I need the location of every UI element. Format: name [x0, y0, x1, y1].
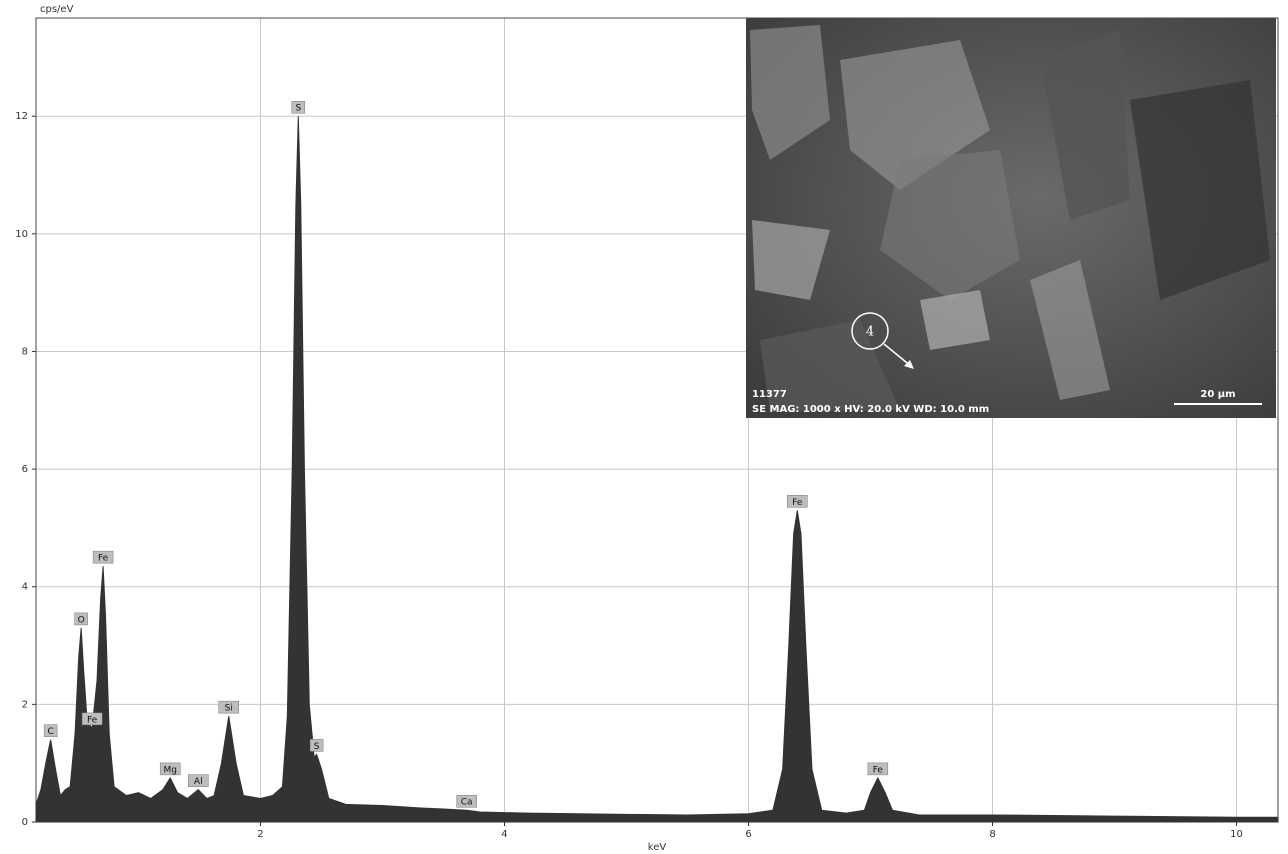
marker-circle: [851, 312, 889, 350]
peak-label: Fe: [792, 498, 803, 508]
peak-label: Mg: [163, 765, 176, 775]
peak-label-box: [92, 550, 114, 564]
x-tick-label: 2: [257, 829, 263, 840]
marker-arrowhead: [904, 360, 914, 369]
y-tick-label: 12: [15, 111, 28, 122]
x-tick-label: 4: [501, 829, 507, 840]
peak-label-box: [218, 700, 240, 714]
sem-id: 11377: [752, 389, 787, 400]
peak-label: O: [78, 615, 85, 625]
peak-label: Ca: [461, 798, 473, 808]
sem-texture: [880, 150, 1020, 300]
peak-label-box: [456, 794, 477, 808]
y-tick-label: 0: [22, 817, 28, 828]
sem-texture: [760, 320, 900, 412]
peak-label-box: [787, 495, 808, 508]
peak-label: S: [295, 104, 301, 114]
marker-label: 4: [866, 325, 874, 340]
sem-texture: [840, 40, 990, 190]
x-tick-label: 6: [745, 829, 751, 840]
y-tick-label: 4: [22, 582, 28, 593]
y-axis-label: cps/eV: [40, 4, 74, 15]
peak-label: C: [47, 727, 53, 737]
sem-texture: [1030, 260, 1110, 400]
peak-label-box: [74, 612, 88, 626]
peak-label-box: [159, 762, 181, 776]
peak-label: Fe: [98, 554, 109, 564]
peak-label: Fe: [87, 715, 98, 725]
peak-label-box: [188, 774, 209, 787]
y-tick-label: 2: [22, 699, 28, 710]
scale-label: 20 µm: [1200, 389, 1235, 400]
peak-label: Al: [194, 777, 203, 787]
peak-label-box: [81, 712, 103, 726]
sem-texture: [750, 25, 830, 160]
y-tick-label: 6: [22, 464, 28, 475]
x-tick-label: 8: [989, 829, 995, 840]
y-tick-label: 10: [15, 229, 28, 240]
x-axis-label: keV: [648, 842, 667, 853]
peak-label-box: [867, 762, 889, 776]
peak-label-box: [309, 739, 324, 752]
peak-label: Fe: [873, 765, 884, 775]
sem-texture: [920, 290, 990, 350]
x-tick-label: 10: [1230, 829, 1243, 840]
sem-image: 4 11377 SE MAG: 1000 x HV: 20.0 kV WD: 1…: [746, 18, 1276, 418]
sem-texture: [752, 220, 830, 300]
sem-texture: [1040, 30, 1130, 220]
sem-texture: [1130, 80, 1270, 300]
peak-label: Si: [225, 704, 233, 714]
peak-label-box: [43, 724, 58, 737]
peak-label-box: [291, 100, 306, 114]
sem-info: SE MAG: 1000 x HV: 20.0 kV WD: 10.0 mm: [752, 404, 989, 415]
peak-label: S: [314, 742, 320, 752]
y-tick-label: 8: [22, 346, 28, 357]
